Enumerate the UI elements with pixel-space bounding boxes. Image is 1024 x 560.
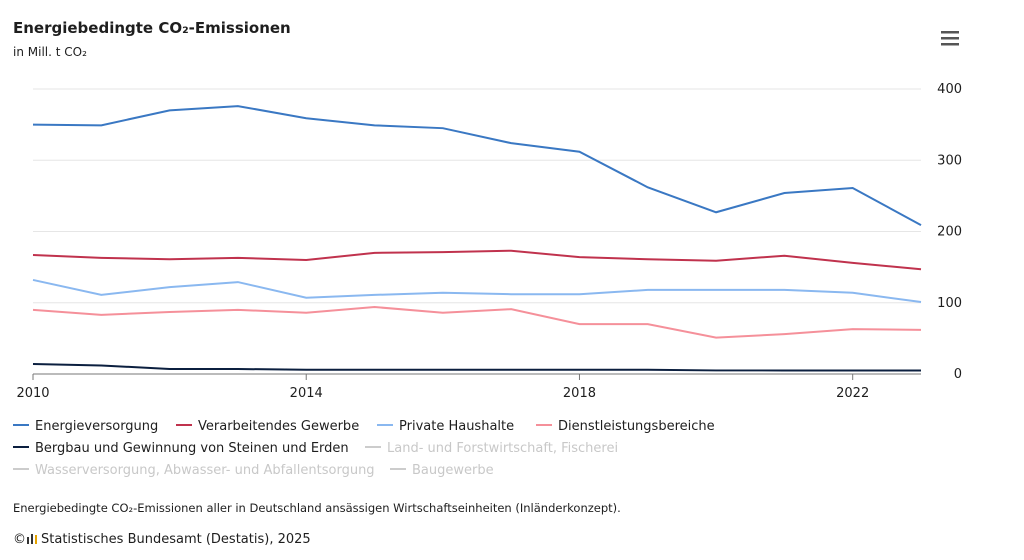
legend-label: Bergbau und Gewinnung von Steinen und Er… [35, 441, 349, 456]
series-line [32, 363, 921, 372]
legend-label: Land- und Forstwirtschaft, Fischerei [387, 441, 618, 456]
legend-label: Energieversorgung [35, 419, 158, 434]
series-line [32, 249, 922, 271]
series-line [32, 306, 922, 339]
legend-item[interactable]: Private Haushalte [377, 419, 514, 434]
legend-label: Private Haushalte [399, 419, 514, 434]
x-tick-label: 2010 [16, 386, 49, 401]
legend-item[interactable]: Verarbeitendes Gewerbe [176, 419, 359, 434]
legend-item[interactable]: Dienstleistungsbereiche [536, 419, 715, 434]
legend-label: Baugewerbe [412, 463, 494, 478]
legend-item[interactable]: Baugewerbe [390, 463, 494, 478]
logo [27, 534, 37, 544]
y-tick-label: 400 [937, 82, 962, 97]
y-tick-label: 100 [937, 296, 962, 311]
copyright: © [13, 532, 26, 547]
x-tick-label: 2022 [836, 386, 869, 401]
footnote: Energiebedingte CO₂-Emissionen aller in … [13, 501, 621, 515]
y-tick-label: 0 [954, 367, 962, 382]
y-tick-label: 300 [937, 153, 962, 168]
legend-item[interactable]: Wasserversorgung, Abwasser- und Abfallen… [13, 463, 375, 478]
legend-item[interactable]: Land- und Forstwirtschaft, Fischerei [365, 441, 618, 456]
legend-label: Verarbeitendes Gewerbe [198, 419, 359, 434]
chart-subtitle: in Mill. t CO₂ [13, 45, 87, 59]
y-tick-label: 200 [937, 225, 962, 240]
legend-item[interactable]: Energieversorgung [13, 419, 158, 434]
series-line [32, 105, 922, 226]
series-line [32, 278, 922, 304]
legend-label: Wasserversorgung, Abwasser- und Abfallen… [35, 463, 375, 478]
x-tick-label: 2018 [563, 386, 596, 401]
x-tick-label: 2014 [290, 386, 323, 401]
menu-icon[interactable] [941, 31, 959, 46]
source: Statistisches Bundesamt (Destatis), 2025 [41, 532, 311, 547]
legend-item[interactable]: Bergbau und Gewinnung von Steinen und Er… [13, 441, 349, 456]
chart-title: Energiebedingte CO₂-Emissionen [13, 19, 291, 37]
legend-label: Dienstleistungsbereiche [558, 419, 715, 434]
